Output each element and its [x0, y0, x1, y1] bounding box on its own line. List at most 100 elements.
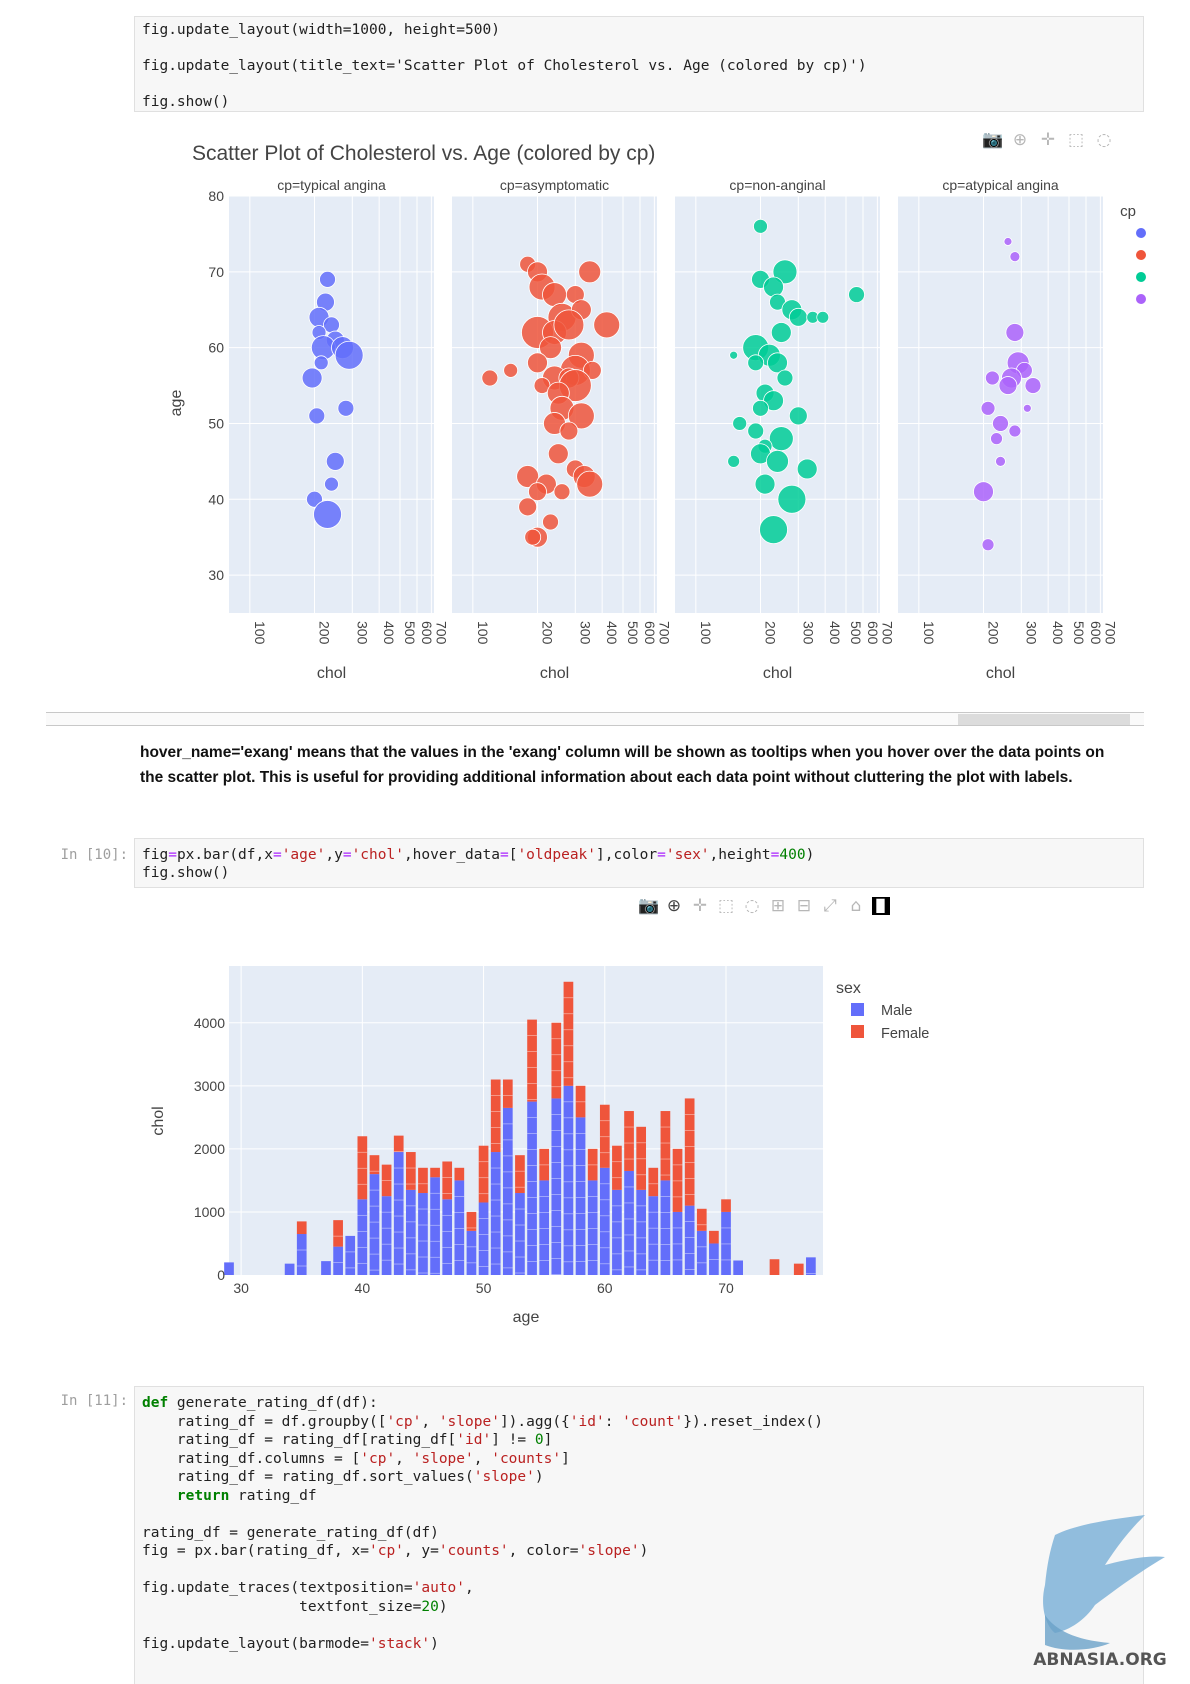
bar-male[interactable] [478, 1202, 489, 1275]
scatter-point[interactable] [772, 259, 798, 285]
scatter-point[interactable] [301, 367, 323, 389]
bar-male[interactable] [369, 1174, 380, 1275]
scatter-point[interactable] [539, 336, 562, 360]
scatter-point[interactable] [992, 415, 1009, 432]
bar-female[interactable] [430, 1167, 440, 1178]
scatter-point[interactable] [308, 407, 326, 425]
bar-male[interactable] [527, 1101, 537, 1275]
bar-female[interactable] [478, 1145, 489, 1203]
zoom-icon[interactable]: ⊕ [1012, 130, 1028, 150]
bar-male[interactable] [321, 1261, 331, 1275]
bar-male[interactable] [224, 1262, 234, 1275]
bar-female[interactable] [527, 1019, 537, 1102]
bar-male[interactable] [442, 1199, 453, 1275]
code-cell-top[interactable]: fig.update_layout(width=1000, height=500… [134, 16, 1144, 112]
scatter-point[interactable] [788, 406, 808, 426]
scatter-point[interactable] [576, 470, 604, 498]
scatter-point[interactable] [337, 399, 355, 417]
bar-female[interactable] [502, 1079, 513, 1108]
bar-male[interactable] [672, 1211, 683, 1275]
bar-male[interactable] [357, 1199, 368, 1275]
bar-male[interactable] [466, 1230, 477, 1275]
scatter-point[interactable] [1022, 403, 1032, 413]
box-select-icon[interactable]: ⬚ [717, 896, 735, 916]
scatter-point[interactable] [325, 451, 345, 471]
bar-male[interactable] [721, 1211, 731, 1275]
bar-female[interactable] [563, 981, 574, 1086]
scatter-point[interactable] [754, 473, 776, 495]
bar-female[interactable] [709, 1230, 719, 1244]
lasso-select-icon[interactable]: ◌ [744, 896, 760, 916]
scatter-point[interactable] [752, 399, 769, 417]
scatter-point[interactable] [753, 218, 768, 234]
scatter-plot[interactable]: Scatter Plot of Cholesterol vs. Age (col… [0, 0, 1190, 700]
bar-female[interactable] [333, 1220, 343, 1247]
zoom-icon[interactable]: ⊕ [666, 896, 682, 916]
scrollbar-thumb[interactable] [958, 714, 1130, 725]
scatter-point[interactable] [547, 443, 569, 465]
scatter-point[interactable] [777, 484, 807, 514]
scatter-point[interactable] [729, 350, 739, 360]
bar-male[interactable] [502, 1107, 513, 1275]
bar-female[interactable] [296, 1221, 307, 1235]
legend-swatch-nonanginal[interactable] [1136, 272, 1146, 282]
scatter-point[interactable] [1003, 237, 1013, 246]
bar-male[interactable] [333, 1246, 343, 1275]
scatter-point[interactable] [998, 376, 1018, 395]
bar-female[interactable] [672, 1148, 683, 1212]
legend-swatch-female[interactable] [851, 1025, 864, 1038]
scatter-point[interactable] [1024, 377, 1042, 394]
code-cell-11[interactable]: def generate_rating_df(df): rating_df = … [134, 1386, 1144, 1684]
bar-male[interactable] [599, 1167, 610, 1275]
scatter-point[interactable] [578, 260, 602, 284]
bar-male[interactable] [575, 1117, 586, 1275]
scatter-point[interactable] [567, 402, 595, 430]
zoom-in-icon[interactable]: ⊞ [770, 896, 786, 916]
bar-male[interactable] [454, 1180, 465, 1275]
legend-label-male[interactable]: Male [881, 1003, 912, 1019]
scatter-point[interactable] [1005, 323, 1025, 342]
scatter-point[interactable] [528, 482, 547, 502]
scatter-point[interactable] [553, 309, 585, 341]
bar-male[interactable] [684, 1205, 695, 1275]
legend-swatch-asymptomatic[interactable] [1136, 250, 1146, 260]
bar-female[interactable] [624, 1111, 634, 1171]
scatter-point[interactable] [770, 322, 792, 343]
bar-male[interactable] [296, 1234, 307, 1275]
bar-male[interactable] [393, 1152, 404, 1275]
scatter-point[interactable] [980, 400, 996, 416]
scatter-point[interactable] [747, 422, 765, 440]
output-scrollbar[interactable] [46, 712, 1144, 726]
bar-female[interactable] [454, 1167, 465, 1181]
reset-axes-icon[interactable]: ⌂ [850, 896, 862, 916]
bar-male[interactable] [806, 1257, 816, 1275]
bar-female[interactable] [769, 1259, 780, 1275]
autoscale-icon[interactable]: ⤢ [823, 896, 837, 916]
bar-male[interactable] [733, 1260, 743, 1275]
bar-female[interactable] [515, 1155, 525, 1194]
bar-male[interactable] [648, 1196, 659, 1275]
bar-male[interactable] [539, 1180, 550, 1275]
bar-male[interactable] [515, 1193, 525, 1275]
scatter-point[interactable] [313, 355, 329, 371]
pan-icon[interactable]: ✛ [692, 896, 708, 916]
bar-male[interactable] [660, 1180, 671, 1275]
scatter-point[interactable] [516, 465, 540, 488]
zoom-out-icon[interactable]: ⊟ [796, 896, 812, 916]
bar-female[interactable] [612, 1145, 622, 1190]
scatter-point[interactable] [776, 369, 794, 387]
scatter-point[interactable] [518, 497, 538, 517]
bar-female[interactable] [599, 1104, 610, 1168]
scatter-point[interactable] [334, 340, 364, 370]
scatter-point[interactable] [582, 360, 602, 380]
bar-male[interactable] [345, 1235, 356, 1275]
bar-female[interactable] [684, 1098, 695, 1206]
scatter-point[interactable] [981, 538, 995, 552]
bar-female[interactable] [696, 1208, 707, 1231]
bar-female[interactable] [636, 1126, 647, 1190]
scatter-point[interactable] [553, 483, 571, 501]
scatter-point[interactable] [1009, 251, 1021, 263]
legend-swatch-typical[interactable] [1136, 228, 1146, 238]
bar-female[interactable] [648, 1167, 659, 1197]
